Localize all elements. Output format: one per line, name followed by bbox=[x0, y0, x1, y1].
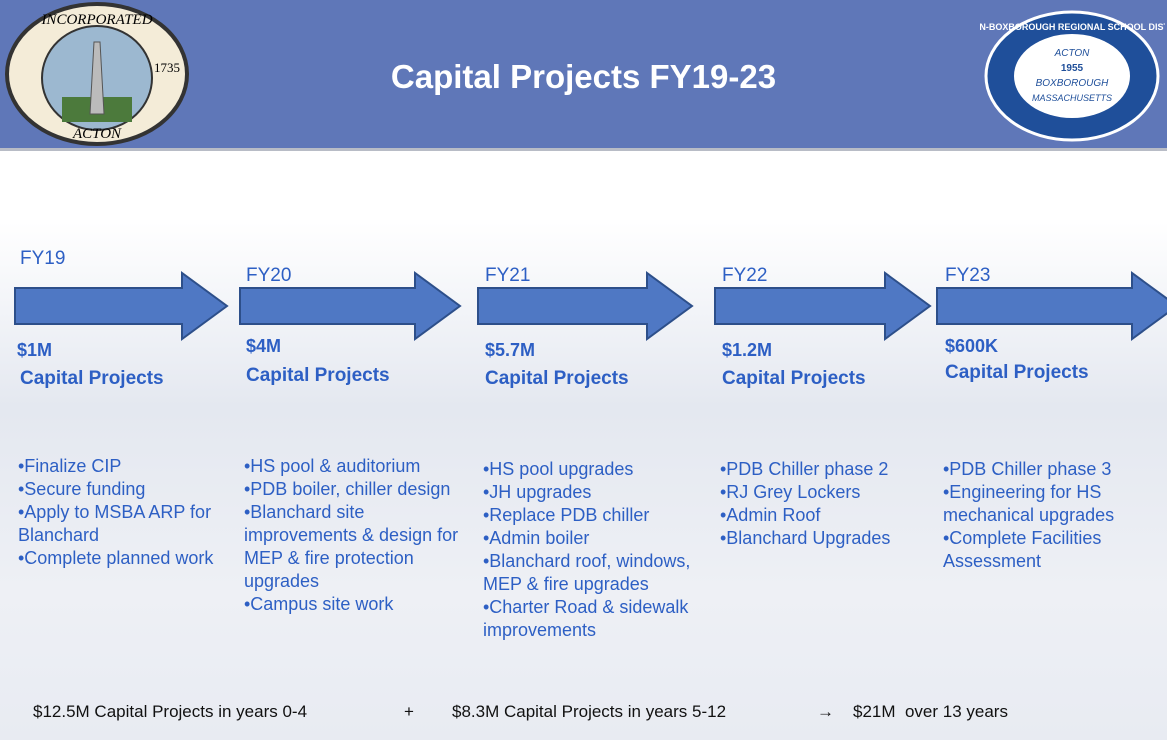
bullet-item: •HS pool & auditorium bbox=[244, 456, 421, 476]
bullet-item: •Engineering for HS mechanical upgrades bbox=[943, 482, 1115, 525]
amount-label: Capital Projects bbox=[722, 368, 866, 389]
bullet-item: •PDB Chiller phase 2 bbox=[720, 459, 889, 479]
seal-text: BOXBOROUGH bbox=[1036, 78, 1110, 89]
footer-text: $12.5M Capital Projects in years 0-4 bbox=[33, 702, 308, 721]
seal-text: ACTON bbox=[72, 126, 122, 142]
year: FY22 bbox=[722, 265, 768, 286]
bullet-item: •Campus site work bbox=[244, 594, 394, 614]
footer-text: → bbox=[817, 702, 834, 721]
bullet-item: •Admin boiler bbox=[483, 528, 590, 548]
arrow bbox=[477, 271, 694, 341]
bullet-item: •Complete Facilities Assessment bbox=[943, 528, 1102, 571]
bullet-item: •RJ Grey Lockers bbox=[720, 482, 861, 502]
amount: $1.2M bbox=[722, 340, 773, 360]
bullet-item: •Blanchard site improvements & design fo… bbox=[244, 502, 459, 591]
seal-text: ACTON-BOXBOROUGH REGIONAL SCHOOL DISTRIC… bbox=[980, 22, 1165, 32]
bullet-item: •Replace PDB chiller bbox=[483, 505, 650, 525]
footer-text: + bbox=[404, 702, 414, 721]
year: FY19 bbox=[20, 248, 66, 269]
arrow bbox=[936, 271, 1167, 341]
bullet-item: •Admin Roof bbox=[720, 505, 821, 525]
bullet-item: •Blanchard roof, windows, MEP & fire upg… bbox=[483, 551, 691, 594]
amount-label: Capital Projects bbox=[246, 365, 390, 386]
bullet-item: •JH upgrades bbox=[483, 482, 592, 502]
bullet-list: •HS pool & auditorium •PDB boiler, chille… bbox=[244, 455, 469, 616]
amount-label: Capital Projects bbox=[20, 368, 164, 389]
year: FY21 bbox=[485, 265, 531, 286]
amount-label: Capital Projects bbox=[485, 368, 629, 389]
amount: $600K bbox=[945, 336, 999, 356]
year: FY20 bbox=[246, 265, 292, 286]
amount: $4M bbox=[246, 336, 282, 356]
bullet-item: •Complete planned work bbox=[18, 548, 214, 568]
bullet-item: •Secure funding bbox=[18, 479, 146, 499]
seal-text: 1735 bbox=[154, 60, 180, 75]
bullet-item: •HS pool upgrades bbox=[483, 459, 634, 479]
bullet-list: •HS pool upgrades •JH upgrades •Replace PD… bbox=[483, 458, 723, 642]
bullet-list: •PDB Chiller phase 2 •RJ Grey Lockers •Adm… bbox=[720, 458, 945, 550]
bullet-item: •PDB Chiller phase 3 bbox=[943, 459, 1112, 479]
year: FY23 bbox=[945, 265, 991, 286]
acton-seal: INCORPORATED 1735 ACTON bbox=[5, 2, 189, 146]
seal-text: ACTON bbox=[1054, 48, 1091, 59]
amount: $1M bbox=[17, 340, 53, 360]
district-seal: ACTON-BOXBOROUGH REGIONAL SCHOOL DISTRIC… bbox=[980, 10, 1165, 142]
bullet-item: •Apply to MSBA ARP for Blanchard bbox=[18, 502, 212, 545]
arrow bbox=[714, 271, 932, 341]
seal-text: MASSACHUSETTS bbox=[1032, 93, 1112, 103]
arrow bbox=[14, 271, 229, 341]
arrow bbox=[239, 271, 462, 341]
footer-text: $8.3M Capital Projects in years 5-12 bbox=[452, 702, 727, 721]
slide-title: Capital Projects FY19-23 bbox=[390, 58, 777, 95]
timeline-arrows bbox=[14, 271, 1167, 341]
bullet-list: •Finalize CIP •Secure funding •Apply to MS… bbox=[18, 455, 228, 570]
amount: $5.7M bbox=[485, 340, 536, 360]
bullet-item: •Finalize CIP bbox=[18, 456, 122, 476]
bullet-item: •Charter Road & sidewalk improvements bbox=[483, 597, 689, 640]
bullet-item: •Blanchard Upgrades bbox=[720, 528, 891, 548]
seal-text: 1955 bbox=[1061, 63, 1084, 74]
bullet-item: •PDB boiler, chiller design bbox=[244, 479, 451, 499]
footer-text: $21M over 13 years bbox=[853, 702, 1008, 721]
bullet-list: •PDB Chiller phase 3 •Engineering for HS … bbox=[943, 458, 1167, 573]
seal-text: INCORPORATED bbox=[40, 12, 152, 28]
amount-label: Capital Projects bbox=[945, 362, 1089, 383]
header: INCORPORATED 1735 ACTON ACTON-BOXBOROUGH… bbox=[0, 0, 1167, 151]
